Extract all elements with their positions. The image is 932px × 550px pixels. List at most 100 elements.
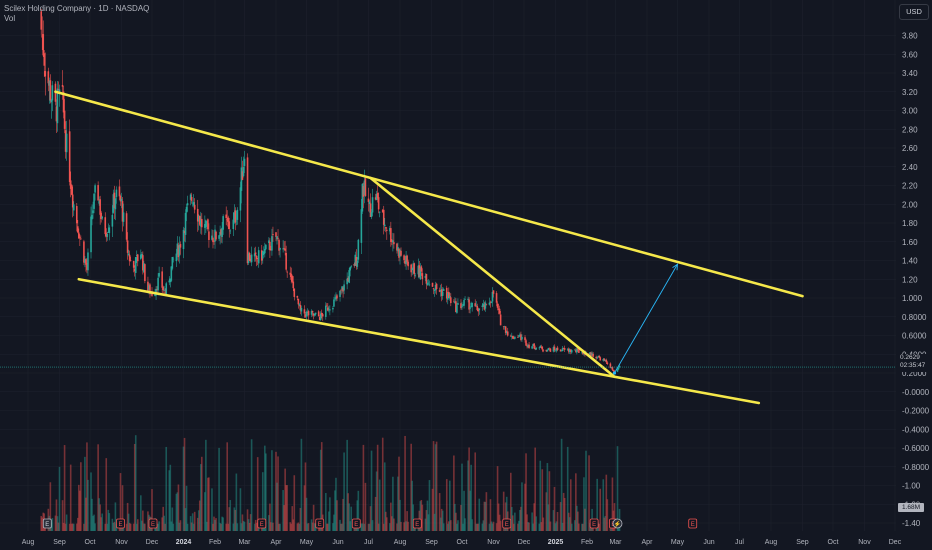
earnings-marker[interactable]: E [502, 518, 512, 529]
candle-body [410, 264, 412, 273]
projection-arrow[interactable] [614, 263, 678, 374]
volume-bar [497, 503, 500, 531]
volume-bar [576, 505, 578, 531]
volume-bar [221, 516, 223, 531]
candle-body [296, 295, 299, 298]
trendline-drawings[interactable] [54, 90, 804, 405]
candle-body [417, 265, 420, 275]
candle-body [299, 304, 302, 311]
earnings-marker[interactable]: E [116, 518, 125, 529]
volume-bar [55, 499, 58, 531]
candle-body [219, 232, 221, 236]
earnings-marker-label: E [45, 522, 49, 528]
candle-body [325, 305, 327, 317]
candle-body [191, 202, 194, 204]
volume-bar [384, 511, 387, 531]
earnings-marker-box [257, 518, 267, 529]
earnings-marker[interactable]: E [42, 518, 52, 529]
volume-bar [410, 443, 412, 531]
bar-countdown: 02:35:47 [900, 362, 926, 369]
y-tick-label: -0.0000 [902, 388, 930, 397]
volume-bar [158, 521, 160, 531]
volume-bar [398, 456, 400, 531]
candle-body [127, 253, 130, 256]
price-scale[interactable]: 3.80 3.60 3.40 3.20 3.00 2.80 2.60 2.40 2.20 2.00… [902, 32, 930, 529]
volume-bar [360, 523, 363, 531]
candle-body [182, 229, 185, 250]
volume-bar [320, 442, 323, 531]
volume-bar [220, 523, 222, 531]
earnings-marker-box [688, 518, 698, 529]
volume-bar [560, 438, 563, 531]
volume-bar [518, 520, 520, 531]
y-tick-label: 2.00 [902, 200, 918, 209]
earnings-marker[interactable]: E [412, 518, 422, 529]
earnings-marker-label: E [691, 522, 695, 528]
candle-body [176, 243, 179, 255]
descending-resistance-line[interactable] [369, 176, 616, 379]
volume-bar [566, 446, 569, 531]
volume-bar [567, 512, 570, 531]
earnings-marker[interactable]: E [257, 518, 267, 529]
candle-body [602, 358, 605, 361]
volume-bar [311, 522, 314, 531]
candle-body [353, 264, 356, 266]
currency-button[interactable]: USD [899, 4, 929, 20]
candle-body [179, 244, 182, 248]
volume-indicator-label[interactable]: Vol [4, 14, 16, 23]
volume-bar [300, 438, 303, 531]
candle-body [533, 343, 535, 349]
candle-body [303, 309, 306, 314]
earnings-marker[interactable]: E [351, 518, 361, 529]
candlesticks [40, 8, 621, 373]
earnings-marker[interactable]: E [315, 518, 325, 529]
volume-bar [226, 442, 229, 531]
candle-body [404, 260, 406, 264]
candle-body [50, 100, 53, 103]
candle-body [468, 299, 470, 310]
volume-bar [411, 480, 413, 531]
dividend-flash-marker[interactable]: ⚡ [612, 518, 623, 529]
event-markers[interactable]: EEEEEEEEEEE⚡ [42, 518, 698, 529]
candle-body [169, 278, 172, 283]
candle-body [413, 263, 416, 275]
candle-body [432, 288, 435, 290]
candle-body [524, 337, 526, 341]
earnings-marker[interactable]: E [148, 518, 158, 529]
volume-bar [305, 497, 308, 531]
volume-bar [534, 447, 536, 531]
candle-body [433, 289, 436, 291]
candle-body [310, 311, 313, 315]
candle-body [367, 198, 370, 202]
candle-body [435, 283, 438, 289]
candle-body [307, 311, 310, 316]
projection-anchor[interactable] [612, 371, 617, 375]
earnings-marker-label: E [415, 522, 419, 528]
candle-body [240, 167, 243, 191]
volume-bar [97, 444, 99, 531]
lower-channel-line[interactable] [77, 277, 761, 405]
time-scale[interactable]: Aug Sep Oct Nov Dec 2024 Feb Mar Apr May Jun Jul Aug… [22, 539, 902, 546]
candle-body [184, 212, 187, 235]
candle-body [289, 272, 292, 275]
volume-bar [464, 518, 466, 531]
candle-body [561, 348, 564, 352]
upper-channel-line[interactable] [54, 90, 804, 298]
candle-body [453, 301, 455, 303]
candle-body [461, 306, 463, 308]
symbol-title[interactable]: Scilex Holding Company · 1D · NASDAQ [4, 4, 150, 13]
volume-bar [469, 490, 471, 531]
candle-body [158, 272, 160, 277]
earnings-marker[interactable]: E [589, 518, 599, 529]
volume-bar [605, 474, 608, 531]
volume-bar [189, 516, 192, 531]
volume-bar [201, 456, 203, 531]
volume-bar [446, 523, 449, 531]
volume-bar [539, 460, 542, 531]
volume-bar [132, 523, 135, 531]
candle-body [128, 254, 131, 262]
candle-body [534, 348, 536, 350]
volume-bar [555, 521, 558, 531]
earnings-marker[interactable]: E [688, 518, 698, 529]
